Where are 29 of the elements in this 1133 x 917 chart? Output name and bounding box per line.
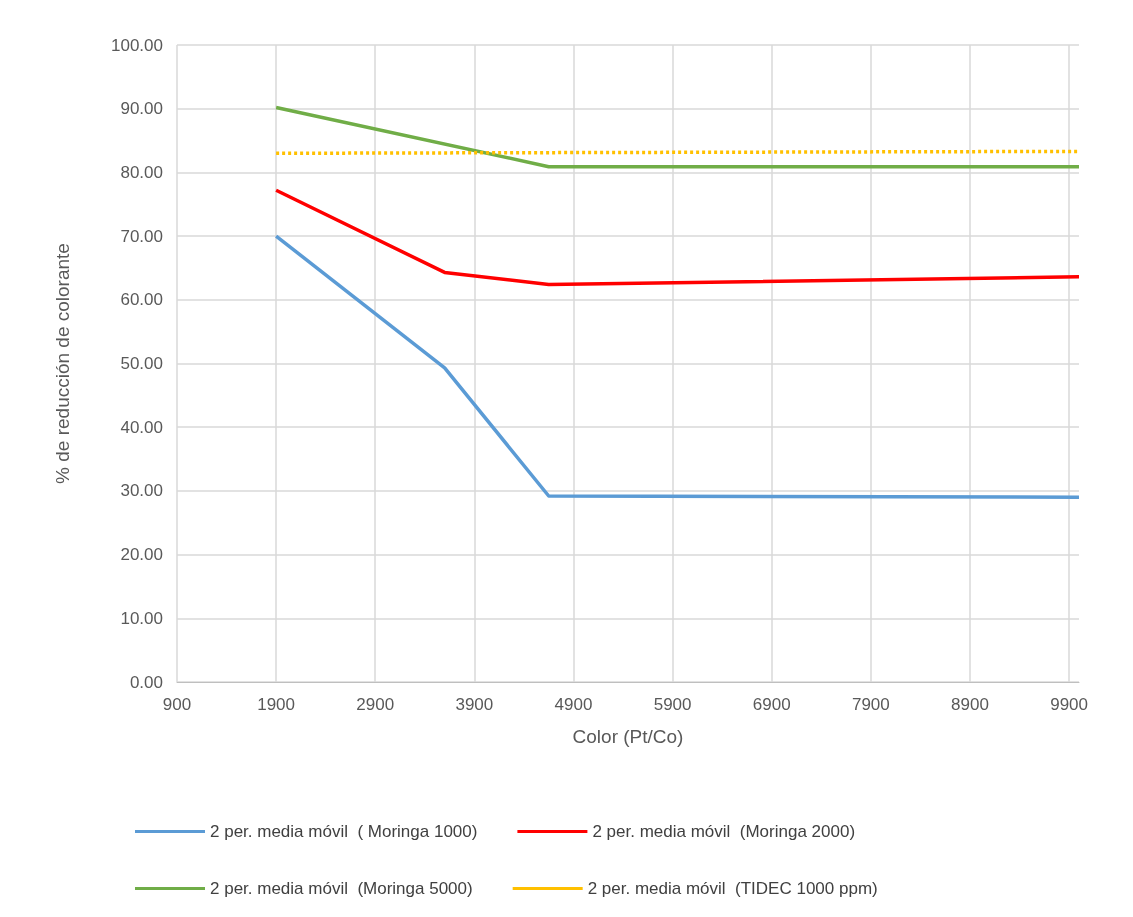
x-tick-label: 7900	[851, 695, 890, 714]
y-tick-label: 80.00	[120, 162, 163, 182]
x-tick-label: 5900	[653, 695, 692, 714]
y-tick-label: 60.00	[120, 290, 163, 310]
y-tick-label: 10.00	[120, 608, 163, 628]
x-tick-label: 9900	[1050, 695, 1088, 714]
y-tick-label: 40.00	[120, 417, 163, 437]
y-tick-label: 0.00	[129, 672, 163, 692]
x-tick-label: 1900	[257, 695, 296, 714]
x-tick-label: 8900	[951, 695, 989, 714]
y-tick-label: 70.00	[120, 226, 163, 246]
y-tick-label: 50.00	[120, 354, 163, 373]
y-axis-title: % de reducción de colorante	[52, 243, 73, 484]
y-tick-label: 90.00	[120, 99, 163, 119]
x-tick-label: 2900	[356, 695, 395, 714]
legend-label: 2 per. media móvil (TIDEC 1000 ppm)	[587, 879, 878, 898]
line-series	[274, 234, 1081, 500]
x-tick-label: 900	[162, 695, 192, 714]
legend-label: 2 per. media móvil (Moringa 5000)	[210, 879, 473, 898]
x-tick-label: 4900	[554, 695, 593, 714]
line-series	[274, 188, 1081, 287]
y-tick-label: 30.00	[120, 481, 163, 501]
y-tick-label: 20.00	[120, 545, 163, 565]
legend-label: 2 per. media móvil (Moringa 2000)	[592, 822, 856, 841]
y-tick-label: 100.00	[111, 35, 163, 55]
x-axis-title: Color (Pt/Co)	[572, 726, 684, 747]
x-tick-label: 3900	[455, 695, 494, 714]
legend-label: 2 per. media móvil ( Moringa 1000)	[210, 822, 478, 841]
x-tick-label: 6900	[752, 695, 791, 714]
